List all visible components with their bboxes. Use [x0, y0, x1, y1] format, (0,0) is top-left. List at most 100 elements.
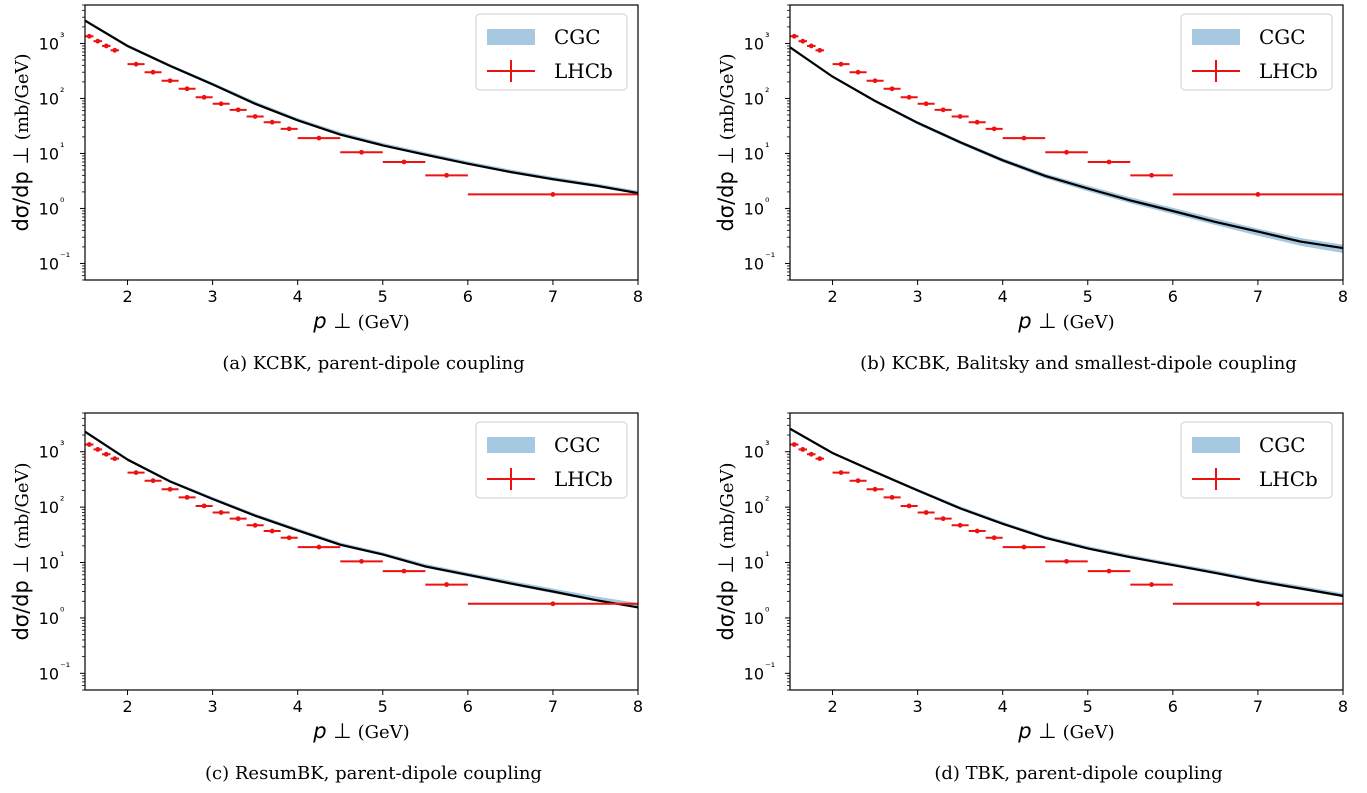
legend-cgc-swatch: [1192, 437, 1240, 453]
legend-cgc-label: CGC: [1259, 433, 1306, 457]
y-tick-label: 10: [744, 34, 764, 53]
lhcb-point: [790, 442, 799, 447]
lhcb-point: [1002, 544, 1046, 550]
y-tick-exponent: ¹: [60, 140, 64, 153]
lhcb-point: [1045, 558, 1088, 564]
legend-cgc-label: CGC: [1259, 25, 1306, 49]
y-tick-label: 10: [744, 554, 764, 573]
lhcb-marker: [235, 107, 241, 113]
legend: CGC LHCb: [475, 421, 628, 499]
plot-area: [85, 19, 638, 197]
lhcb-marker: [103, 43, 109, 49]
lhcb-point: [425, 582, 468, 587]
x-tick-label: 4: [998, 697, 1008, 716]
lhcb-marker: [359, 558, 364, 564]
x-axis-label-unit: (GeV): [358, 722, 410, 743]
lhcb-point: [968, 119, 986, 125]
x-tick-label: 4: [998, 287, 1008, 306]
x-axis-label-symbol: p ⊥: [1017, 309, 1056, 333]
x-axis-label-symbol: p ⊥: [1017, 719, 1056, 743]
lhcb-point: [467, 192, 638, 197]
lhcb-point: [866, 486, 884, 492]
y-tick-exponent: ⁻¹: [765, 250, 775, 263]
legend-cgc-swatch: [1192, 29, 1240, 45]
lhcb-point: [110, 47, 120, 53]
lhcb-point: [790, 33, 799, 39]
lhcb-marker: [872, 78, 878, 84]
lhcb-point: [866, 78, 884, 84]
lhcb-marker: [218, 101, 224, 107]
lhcb-marker: [444, 172, 449, 178]
lhcb-marker: [444, 582, 449, 587]
chart-panel-b: 2 3 4 5 6 7 810 ⁻¹10 ⁰10 ¹10 ²10 ³p ⊥ (GeV)dσ/dp ⊥(m…: [714, 4, 1348, 374]
x-axis-label-symbol: p ⊥: [312, 719, 351, 743]
y-tick-exponent: ²: [60, 85, 64, 98]
lhcb-marker: [95, 447, 101, 452]
lhcb-marker: [316, 544, 322, 550]
lhcb-marker: [957, 114, 963, 119]
x-axis-label-unit: (GeV): [1063, 722, 1115, 743]
lhcb-point: [1130, 172, 1173, 178]
y-axis-label-unit: (mb/GeV): [717, 53, 738, 140]
lhcb-point: [127, 61, 145, 67]
y-tick-exponent: ⁻¹: [765, 660, 775, 673]
lhcb-point: [1045, 149, 1088, 155]
y-tick-exponent: ²: [765, 85, 769, 98]
x-tick-label: 6: [463, 287, 473, 306]
lhcb-marker: [1255, 601, 1261, 607]
lhcb-point: [917, 510, 935, 515]
y-axis-label: dσ/dp ⊥ (mb/GeV): [9, 462, 33, 640]
x-tick-label: 8: [1338, 697, 1348, 716]
legend-lhcb-label: LHCb: [554, 59, 613, 83]
y-tick-label: 10: [39, 199, 59, 218]
y-tick-exponent: ⁻¹: [60, 250, 70, 263]
lhcb-point: [1172, 601, 1343, 607]
lhcb-marker: [133, 61, 139, 67]
lhcb-marker: [150, 478, 156, 484]
y-tick-exponent: ³: [60, 439, 64, 452]
lhcb-point: [280, 126, 298, 132]
lhcb-point: [798, 38, 808, 44]
lhcb-marker: [550, 192, 556, 197]
lhcb-point: [807, 43, 816, 49]
lhcb-marker: [1149, 172, 1154, 178]
x-axis-label: p ⊥ (GeV): [312, 309, 409, 333]
lhcb-marker: [184, 494, 190, 500]
lhcb-point: [382, 568, 426, 574]
plot-area: [85, 430, 638, 609]
axes-frame: [789, 4, 1344, 281]
lhcb-marker: [1255, 192, 1261, 197]
lhcb-point: [883, 494, 901, 500]
lhcb-point: [340, 149, 383, 155]
legend: CGC LHCb: [1180, 421, 1333, 499]
lhcb-point: [195, 94, 213, 100]
lhcb-marker: [167, 486, 173, 492]
lhcb-marker: [940, 107, 946, 113]
lhcb-marker: [1021, 135, 1027, 141]
legend: CGC LHCb: [1180, 13, 1333, 91]
lhcb-marker: [923, 510, 929, 515]
y-tick-exponent: ²: [765, 494, 769, 507]
lhcb-marker: [974, 119, 980, 125]
legend-cgc-swatch: [487, 437, 535, 453]
x-tick-label: 5: [1083, 697, 1093, 716]
y-tick-exponent: ³: [60, 30, 64, 43]
lhcb-point: [144, 69, 162, 75]
panel-caption: (c) ResumBK, parent-dipole coupling: [205, 763, 542, 784]
y-tick-label: 10: [744, 199, 764, 218]
y-tick-label: 10: [744, 609, 764, 628]
lhcb-point: [832, 470, 850, 475]
lhcb-marker: [269, 528, 275, 534]
lhcb-marker: [252, 522, 258, 528]
y-tick-label: 10: [744, 443, 764, 462]
lhcb-marker: [133, 470, 139, 475]
x-tick-label: 2: [122, 287, 132, 306]
lhcb-marker: [86, 33, 92, 39]
y-tick-exponent: ⁻¹: [60, 660, 70, 673]
x-tick-label: 5: [378, 287, 388, 306]
axes-frame: [789, 412, 1344, 691]
cgc-line: [85, 430, 638, 609]
lhcb-marker: [800, 38, 806, 44]
lhcb-point: [951, 114, 969, 119]
y-axis-label-symbol: dσ/dp ⊥: [9, 555, 33, 640]
